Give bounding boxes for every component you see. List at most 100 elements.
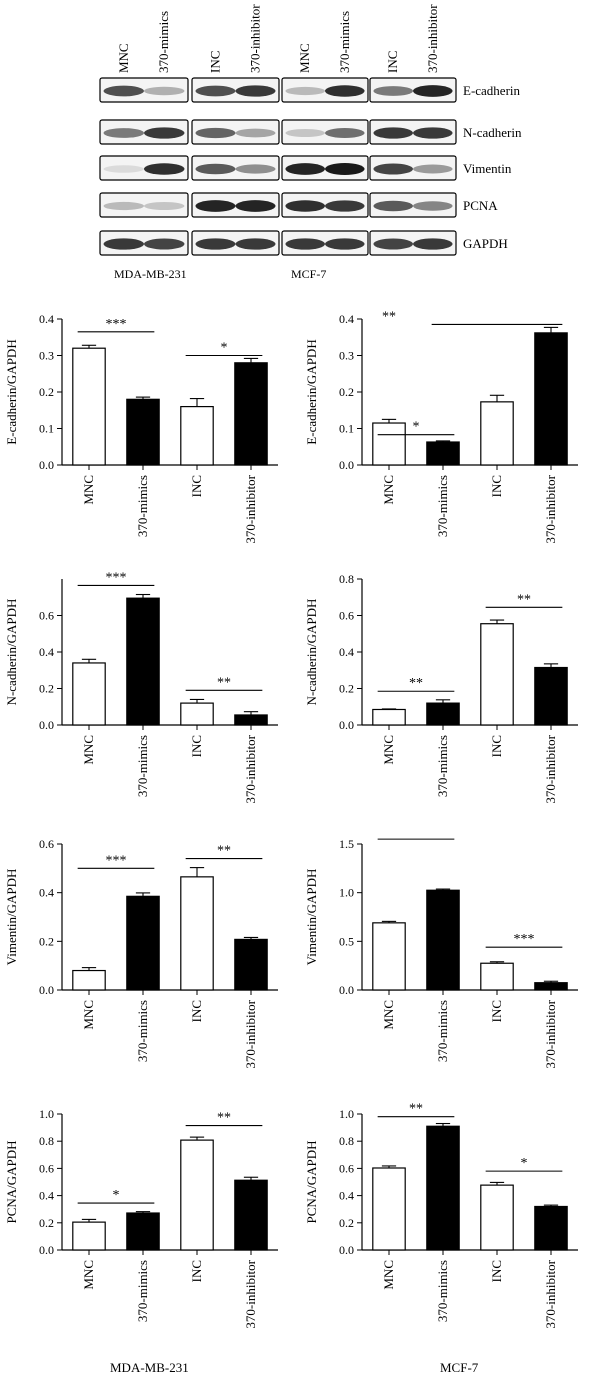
blot-band (373, 163, 413, 175)
blot-band (195, 200, 236, 212)
blot-band (285, 200, 325, 212)
bar (480, 401, 514, 466)
blot-band (144, 127, 185, 139)
x-tick-label: MNC (81, 475, 96, 505)
bar (426, 889, 460, 991)
bar (372, 422, 406, 466)
blot-band (103, 201, 144, 211)
x-tick-label: 370-mimics (435, 475, 450, 537)
bar (234, 362, 268, 466)
y-tick-label: 0.0 (39, 458, 54, 472)
y-tick-label: 0.4 (39, 645, 54, 659)
bar (180, 405, 214, 466)
x-tick-label: 370-mimics (135, 475, 150, 537)
y-tick-label: 0.0 (339, 458, 354, 472)
significance-label: ** (217, 1111, 231, 1126)
lane-label: MNC (116, 43, 131, 73)
blot-band (235, 128, 276, 138)
protein-label: N-cadherin (463, 125, 522, 140)
lane-label: 370-inhibitor (248, 4, 263, 73)
y-tick-label: 0.6 (339, 609, 354, 623)
y-tick-label: 0.4 (339, 1189, 354, 1203)
x-tick-label: INC (189, 1000, 204, 1022)
x-tick-label: 370-inhibitor (243, 474, 258, 543)
blot-band (103, 238, 144, 250)
blot-band (413, 238, 453, 250)
x-tick-label: 370-mimics (135, 1260, 150, 1322)
blot-band (195, 127, 236, 139)
blot-band (413, 164, 453, 174)
bar (426, 702, 460, 726)
y-tick-label: 0.0 (39, 718, 54, 732)
blot-band (413, 85, 453, 97)
blot-band (325, 238, 365, 250)
lane-label: INC (207, 51, 222, 73)
lane-label: INC (385, 51, 400, 73)
blot-band (373, 238, 413, 250)
blot-band (103, 128, 144, 138)
chart-vim-mda-svg: 0.0 0.2 0.4 0.6 Vimentin/GAPDH MNC 370-mimics I… (4, 837, 278, 1069)
blot-group-label: MCF-7 (291, 267, 326, 281)
y-tick-label: 0.0 (339, 718, 354, 732)
chart-pcna-mcf7: 0.0 0.2 0.4 0.6 0.8 1.0 PCNA/GAPDH MNC 370-mimic… (300, 1100, 600, 1350)
y-tick-label: 0.5 (339, 934, 354, 948)
bottom-label-mcf7: MCF-7 (440, 1360, 479, 1375)
bar (126, 398, 160, 466)
x-tick-label: INC (189, 735, 204, 757)
lane-label: MNC (297, 43, 312, 73)
blot-band (235, 164, 276, 174)
y-axis-label: N-cadherin/GAPDH (304, 599, 319, 706)
blot-group-label: MDA-MB-231 (114, 267, 187, 281)
bar (534, 1205, 568, 1251)
blot-band (413, 127, 453, 139)
y-tick-label: 0.0 (39, 1243, 54, 1257)
x-tick-label: MNC (381, 735, 396, 765)
y-tick-label: 0.6 (339, 1161, 354, 1175)
blot-band (144, 238, 185, 250)
bar (534, 666, 568, 726)
blot-band (285, 129, 325, 137)
blot-band (285, 238, 325, 250)
blot-band (195, 238, 236, 250)
x-tick-label: INC (189, 475, 204, 497)
bar (180, 1139, 214, 1251)
y-tick-label: 0.2 (39, 934, 54, 948)
significance-label: *** (106, 317, 127, 332)
x-tick-label: MNC (81, 1260, 96, 1290)
x-tick-label: INC (489, 735, 504, 757)
significance-label: ** (409, 1102, 423, 1117)
chart-vim-mda: 0.0 0.2 0.4 0.6 Vimentin/GAPDH MNC 370-mimics I… (0, 830, 300, 1090)
bar (534, 982, 568, 991)
blot-band (325, 128, 365, 138)
y-tick-label: 0.2 (339, 385, 354, 399)
x-tick-label: INC (489, 475, 504, 497)
blot-box (281, 119, 369, 145)
y-tick-label: 1.0 (339, 1107, 354, 1121)
x-tick-label: MNC (81, 1000, 96, 1030)
significance-label: *** (514, 932, 535, 947)
chart-vim-mcf7: 0.0 0.5 1.0 1.5 Vimentin/GAPDH MNC 370-mimics I… (300, 830, 600, 1090)
chart-vim-mcf7-svg: 0.0 0.5 1.0 1.5 Vimentin/GAPDH MNC 370-mimics I… (304, 837, 578, 1069)
blot-band (195, 163, 236, 175)
chart-pcna-mcf7-svg: 0.0 0.2 0.4 0.6 0.8 1.0 PCNA/GAPDH MNC 370-mimic… (304, 1102, 578, 1329)
bar (534, 332, 568, 466)
x-tick-label: 370-inhibitor (543, 474, 558, 543)
lane-label: 370-mimics (337, 11, 352, 73)
y-tick-label: 0.2 (39, 385, 54, 399)
western-blot-figure: MNC 370-mimics INC 370-inhibitor MNC 370-mimi… (99, 4, 522, 281)
significance-label: * (413, 420, 420, 435)
significance-label: * (113, 1188, 120, 1203)
y-tick-label: 0.1 (339, 422, 354, 436)
blot-band (144, 163, 185, 175)
significance-label: * (521, 1156, 528, 1171)
y-tick-label: 0.0 (39, 983, 54, 997)
y-tick-label: 0.8 (339, 1134, 354, 1148)
y-tick-label: 0.2 (39, 682, 54, 696)
bar (480, 962, 514, 991)
bar (426, 441, 460, 466)
bar (180, 702, 214, 726)
x-tick-label: INC (189, 1260, 204, 1282)
y-tick-label: 0.1 (39, 422, 54, 436)
x-tick-label: 370-inhibitor (543, 1259, 558, 1328)
protein-label: Vimentin (463, 161, 512, 176)
